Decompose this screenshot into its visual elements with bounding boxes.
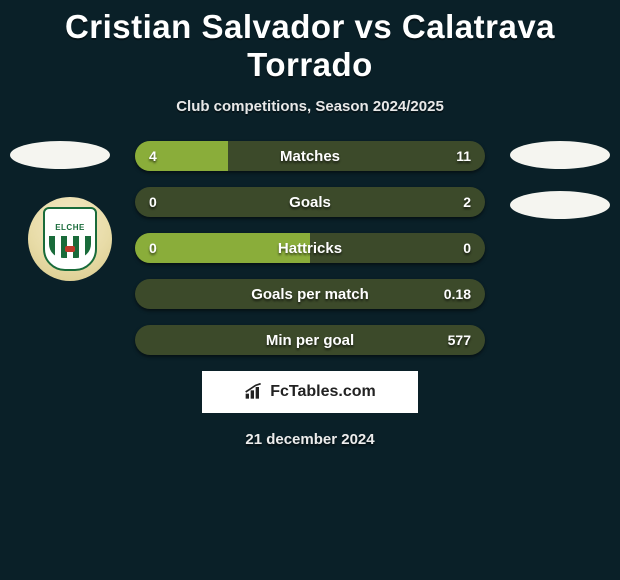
watermark-chart-icon bbox=[244, 383, 264, 401]
stat-row: 0Goals2 bbox=[135, 187, 485, 217]
stat-row: 0Hattricks0 bbox=[135, 233, 485, 263]
watermark-text: FcTables.com bbox=[270, 383, 376, 401]
club-crest: ELCHE bbox=[28, 197, 112, 281]
stat-row: Min per goal577 bbox=[135, 325, 485, 355]
subtitle: Club competitions, Season 2024/2025 bbox=[0, 98, 620, 115]
page-title: Cristian Salvador vs Calatrava Torrado bbox=[0, 0, 620, 84]
stat-row: 4Matches11 bbox=[135, 141, 485, 171]
snapshot-date: 21 december 2024 bbox=[0, 431, 620, 448]
stat-bar-left-fill bbox=[135, 233, 310, 263]
stat-right-value: 0.18 bbox=[444, 279, 471, 309]
stat-right-value: 2 bbox=[463, 187, 471, 217]
player-left-slot bbox=[10, 141, 110, 169]
stat-row: Goals per match0.18 bbox=[135, 279, 485, 309]
watermark: FcTables.com bbox=[202, 371, 418, 413]
stat-bars: 4Matches11 0Goals2 0Hattricks0 Goals per ma… bbox=[135, 141, 485, 355]
stat-left-value: 0 bbox=[149, 187, 157, 217]
stat-bar-bg bbox=[135, 325, 485, 355]
stat-left-value: 0 bbox=[149, 233, 157, 263]
stat-right-value: 11 bbox=[456, 141, 471, 171]
stat-bar-bg bbox=[135, 187, 485, 217]
stat-right-value: 0 bbox=[463, 233, 471, 263]
stat-bar-bg bbox=[135, 279, 485, 309]
stat-left-value: 4 bbox=[149, 141, 157, 171]
club-crest-accent bbox=[65, 246, 75, 252]
stat-right-value: 577 bbox=[448, 325, 471, 355]
player-right-slot-2 bbox=[510, 191, 610, 219]
club-crest-stripes bbox=[49, 236, 91, 258]
player-right-slot-1 bbox=[510, 141, 610, 169]
club-crest-shield: ELCHE bbox=[43, 207, 97, 271]
club-crest-text: ELCHE bbox=[55, 223, 85, 232]
comparison-panel: ELCHE 4Matches11 0Goals2 0Hattricks0 Goals … bbox=[0, 141, 620, 448]
